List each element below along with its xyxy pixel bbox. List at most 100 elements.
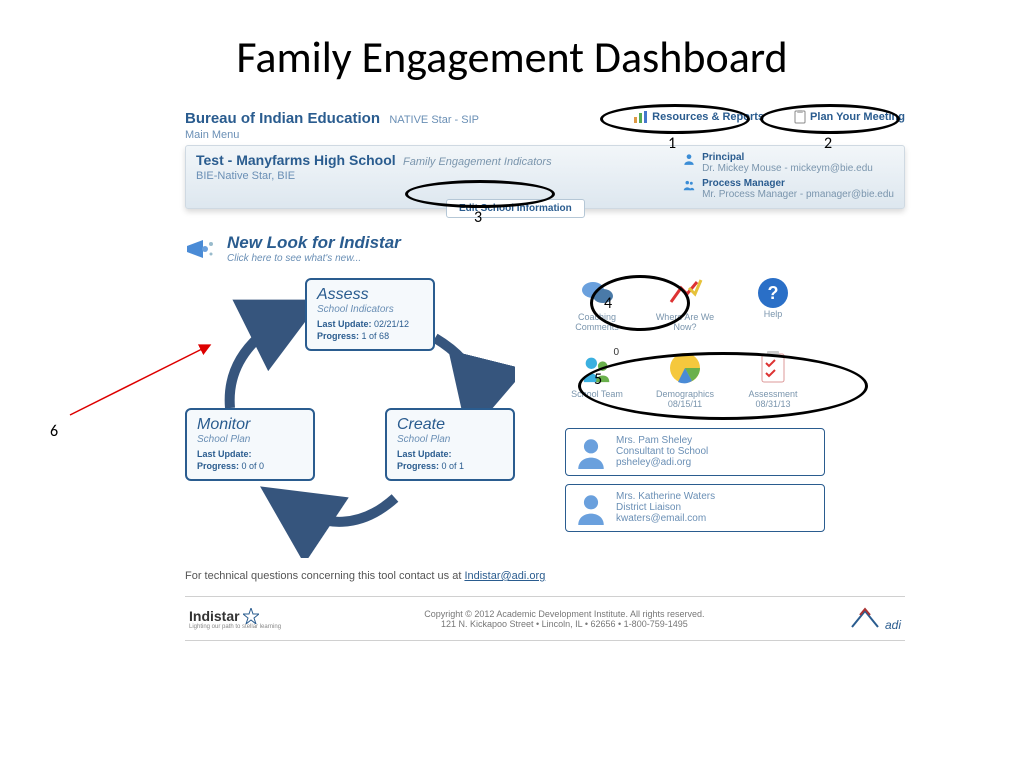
clipboard-icon: [794, 110, 806, 124]
annot-num-1: 1: [668, 134, 676, 153]
assess-label: Assessment 08/31/13: [741, 390, 805, 410]
help-label: Help: [741, 310, 805, 320]
newlook-banner[interactable]: New Look for Indistar Click here to see …: [185, 233, 905, 264]
assess-card[interactable]: Assess School Indicators Last Update: 02…: [305, 278, 435, 351]
indistar-logo-sub: Lighting our path to stellar learning: [189, 624, 281, 630]
annot-num-6: 6: [50, 422, 58, 441]
annot-num-3: 3: [474, 208, 482, 227]
contact-2-role: District Liaison: [616, 502, 715, 513]
indistar-logo: Indistar Lighting our path to stellar le…: [189, 608, 281, 630]
coaching-label: Coaching Comments: [565, 313, 629, 333]
school-right: Principal Dr. Mickey Mouse - mickeym@bie…: [682, 152, 894, 204]
newlook-title: New Look for Indistar: [227, 233, 401, 253]
app-screenshot: Bureau of Indian Education NATIVE Star -…: [185, 110, 905, 641]
bureau-title: Bureau of Indian Education: [185, 110, 380, 127]
plan-label: Plan Your Meeting: [810, 111, 905, 123]
header: Bureau of Indian Education NATIVE Star -…: [185, 110, 905, 145]
school-sub: BIE-Native Star, BIE: [196, 170, 552, 182]
contact-1-name: Mrs. Pam Sheley: [616, 435, 708, 446]
assess-last-val: 02/21/12: [374, 319, 409, 329]
edit-school-button[interactable]: Edit School Information: [446, 199, 585, 218]
person-icon: [574, 435, 608, 469]
team-label: School Team: [565, 390, 629, 400]
help-icon: ?: [758, 278, 788, 308]
address: 121 N. Kickapoo Street • Lincoln, IL • 6…: [281, 619, 848, 629]
contact-2-name: Mrs. Katherine Waters: [616, 491, 715, 502]
school-name: Test - Manyfarms High School: [196, 152, 396, 168]
icon-row-1: Coaching Comments Where Are We Now? ? He…: [535, 278, 905, 333]
help-item[interactable]: ? Help: [741, 278, 805, 333]
pm-role: Process Manager: [702, 178, 894, 189]
contact-1-email: psheley@adi.org: [616, 457, 708, 468]
person-icon: [574, 491, 608, 525]
star-icon: [243, 608, 259, 624]
right-column: Coaching Comments Where Are We Now? ? He…: [535, 278, 905, 558]
assess-prog-val: 1 of 68: [362, 331, 390, 341]
newlook-sub: Click here to see what's new...: [227, 253, 401, 264]
monitor-title: Monitor: [197, 416, 303, 434]
principal-role: Principal: [702, 152, 873, 163]
adi-text: adi: [885, 618, 901, 632]
main-row: Assess School Indicators Last Update: 02…: [185, 278, 905, 558]
copyright: Copyright © 2012 Academic Development In…: [281, 609, 848, 619]
assess-sub: School Indicators: [317, 304, 423, 315]
footer: Indistar Lighting our path to stellar le…: [185, 596, 905, 641]
create-card[interactable]: Create School Plan Last Update: Progress…: [385, 408, 515, 481]
indistar-logo-text: Indistar: [189, 608, 240, 624]
create-prog-val: 0 of 1: [442, 461, 465, 471]
coaching-comments-item[interactable]: Coaching Comments: [565, 278, 629, 333]
header-left: Bureau of Indian Education NATIVE Star -…: [185, 110, 479, 141]
monitor-sub: School Plan: [197, 434, 303, 445]
icon-row-2: 0 School Team Demographics 08/15/11 Asse…: [535, 351, 905, 410]
annot-num-2: 2: [824, 134, 832, 153]
adi-icon: [848, 605, 882, 629]
resources-reports-link[interactable]: Resources & Reports: [634, 111, 764, 123]
monitor-last-label: Last Update:: [197, 449, 252, 459]
team-badge: 0: [613, 347, 619, 358]
principal-detail: Dr. Mickey Mouse - mickeym@bie.edu: [702, 163, 873, 174]
monitor-prog-val: 0 of 0: [242, 461, 265, 471]
person-icon: [682, 152, 696, 166]
resources-label: Resources & Reports: [652, 111, 764, 123]
contact-2-email: kwaters@email.com: [616, 513, 715, 524]
indicators-label: Family Engagement Indicators: [403, 156, 552, 168]
school-bar: Test - Manyfarms High School Family Enga…: [185, 145, 905, 209]
chart-icon: [634, 111, 648, 123]
assess-title: Assess: [317, 286, 423, 304]
where-label: Where Are We Now?: [653, 313, 717, 333]
clipboard-check-icon: [759, 351, 787, 385]
assess-prog-label: Progress:: [317, 331, 359, 341]
pm-detail: Mr. Process Manager - pmanager@bie.edu: [702, 189, 894, 200]
adi-logo: adi: [848, 605, 901, 632]
slide-title: Family Engagement Dashboard: [0, 0, 1024, 96]
megaphone-icon: [185, 236, 217, 262]
main-menu-link[interactable]: Main Menu: [185, 129, 479, 141]
create-prog-label: Progress:: [397, 461, 439, 471]
tech-email-link[interactable]: Indistar@adi.org: [464, 570, 545, 582]
cycle-diagram: Assess School Indicators Last Update: 02…: [185, 278, 515, 558]
plan-meeting-link[interactable]: Plan Your Meeting: [794, 110, 905, 124]
demographics-item[interactable]: Demographics 08/15/11: [653, 351, 717, 410]
create-last-label: Last Update:: [397, 449, 452, 459]
annot-num-4: 4: [604, 294, 612, 313]
tech-prefix: For technical questions concerning this …: [185, 570, 464, 582]
chart-check-icon: [667, 278, 703, 308]
create-sub: School Plan: [397, 434, 503, 445]
pie-icon: [668, 351, 702, 385]
monitor-card[interactable]: Monitor School Plan Last Update: Progres…: [185, 408, 315, 481]
footer-center: Copyright © 2012 Academic Development In…: [281, 609, 848, 629]
assessment-item[interactable]: Assessment 08/31/13: [741, 351, 805, 410]
create-title: Create: [397, 416, 503, 434]
demo-label: Demographics 08/15/11: [653, 390, 717, 410]
contact-1-role: Consultant to School: [616, 446, 708, 457]
native-subtitle: NATIVE Star - SIP: [389, 114, 479, 126]
assess-last-label: Last Update:: [317, 319, 372, 329]
header-right: Resources & Reports Plan Your Meeting: [634, 110, 905, 124]
annot-num-5: 5: [594, 370, 602, 389]
where-are-we-item[interactable]: Where Are We Now?: [653, 278, 717, 333]
tech-support-line: For technical questions concerning this …: [185, 570, 905, 582]
school-left: Test - Manyfarms High School Family Enga…: [196, 152, 552, 204]
people-icon: [682, 178, 696, 192]
contact-1[interactable]: Mrs. Pam Sheley Consultant to School psh…: [565, 428, 825, 476]
contact-2[interactable]: Mrs. Katherine Waters District Liaison k…: [565, 484, 825, 532]
